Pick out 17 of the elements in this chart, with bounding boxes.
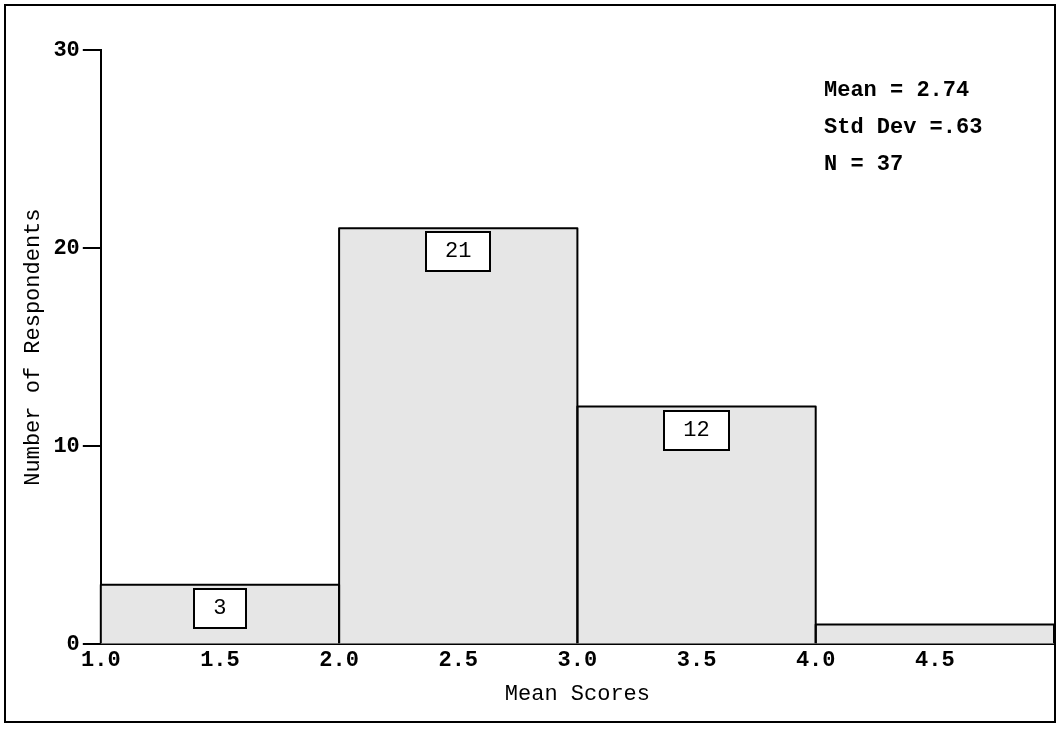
- y-tick-label: 10: [53, 433, 80, 459]
- annotation: Mean = 2.74: [824, 77, 970, 103]
- x-tick-label: 2.5: [438, 647, 479, 673]
- y-tick-label: 30: [53, 37, 80, 63]
- x-tick-label: 2.0: [319, 647, 359, 673]
- x-tick-label: 4.5: [915, 647, 955, 673]
- x-tick-label: 4.0: [795, 647, 836, 673]
- y-axis-title: Number of Respondents: [21, 208, 47, 486]
- annotation: Std Dev =.63: [824, 114, 983, 140]
- x-tick-label: 3.0: [557, 647, 598, 673]
- y-tick-label: 0: [66, 631, 80, 657]
- x-axis-title: Mean Scores: [504, 681, 651, 707]
- x-tick-label: 1.0: [81, 647, 121, 673]
- x-tick-label: 1.5: [200, 647, 240, 673]
- y-tick-label: 20: [53, 235, 80, 261]
- annotation: N = 37: [824, 151, 904, 177]
- x-tick-label: 3.5: [676, 647, 717, 673]
